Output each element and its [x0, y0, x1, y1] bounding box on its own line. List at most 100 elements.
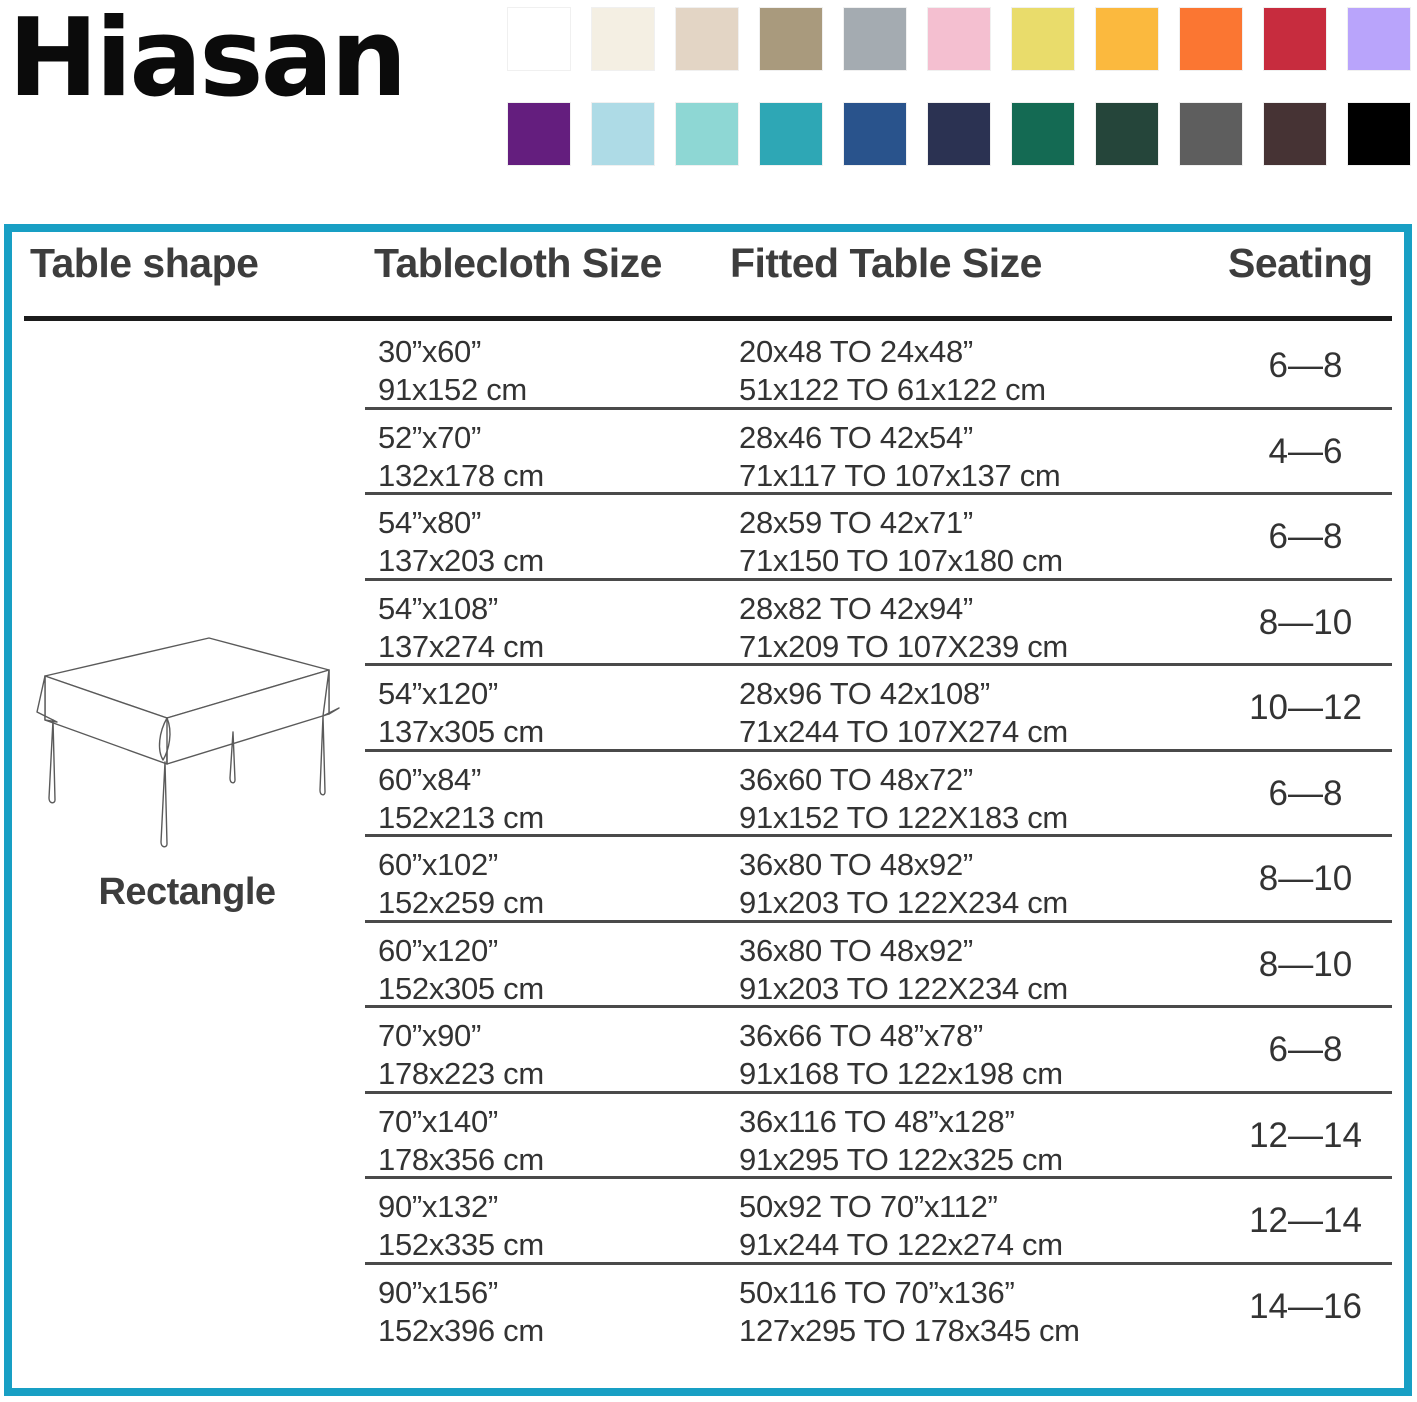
cell-fitted-table-size: 36x66 TO 48”x78” 91x168 TO 122x198 cm — [739, 1017, 1063, 1093]
tablecloth-size-cm: 178x223 cm — [378, 1056, 544, 1091]
fitted-size-inches: 36x66 TO 48”x78” — [739, 1018, 983, 1053]
table-shape-cell: Rectangle — [12, 632, 362, 914]
fitted-size-cm: 91x203 TO 122X234 cm — [739, 885, 1068, 920]
cell-tablecloth-size: 60”x102” 152x259 cm — [378, 846, 544, 922]
color-swatch-hunter-green[interactable] — [1096, 103, 1158, 165]
fitted-size-cm: 71x117 TO 107x137 cm — [739, 457, 1061, 493]
table-row: 60”x102” 152x259 cm 36x80 TO 48x92” 91x203 … — [12, 834, 1404, 920]
color-swatch-red[interactable] — [1264, 8, 1326, 70]
color-swatch-lavender[interactable] — [1348, 8, 1410, 70]
cell-fitted-table-size: 36x116 TO 48”x128” 91x295 TO 122x325 cm — [739, 1103, 1063, 1179]
cell-seating: 6—8 — [1268, 517, 1343, 556]
color-swatch-row-2 — [508, 103, 1414, 165]
table-row: 54”x80” 137x203 cm 28x59 TO 42x71” 71x150 T… — [12, 492, 1404, 578]
table-row: 54”x108” 137x274 cm 28x82 TO 42x94” 71x209 … — [12, 577, 1404, 666]
row-divider — [365, 1261, 1392, 1265]
color-swatch-white[interactable] — [508, 8, 570, 70]
cell-seating: 6—8 — [1268, 773, 1343, 813]
column-header-table-shape: Table shape — [30, 240, 259, 286]
cell-tablecloth-size: 52”x70” 132x178 cm — [378, 419, 544, 495]
cell-tablecloth-size: 60”x84” 152x213 cm — [378, 761, 544, 837]
fitted-size-cm: 127x295 TO 178x345 cm — [739, 1312, 1080, 1348]
color-swatch-gold[interactable] — [1096, 8, 1158, 70]
color-swatch-charcoal-gray[interactable] — [1180, 103, 1242, 165]
color-swatch-yellow[interactable] — [1012, 8, 1074, 70]
cell-fitted-table-size: 28x82 TO 42x94” 71x209 TO 107X239 cm — [739, 590, 1068, 666]
table-row: 60”x120” 152x305 cm 36x80 TO 48x92” 91x203 … — [12, 919, 1404, 1008]
cell-seating: 8—10 — [1258, 859, 1353, 898]
cell-fitted-table-size: 28x59 TO 42x71” 71x150 TO 107x180 cm — [739, 504, 1063, 580]
color-swatch-black[interactable] — [1348, 103, 1410, 165]
cell-seating: 12—14 — [1249, 1201, 1362, 1240]
color-swatch-ivory[interactable] — [592, 8, 654, 70]
tablecloth-size-inches: 60”x120” — [378, 932, 498, 968]
row-divider — [365, 492, 1392, 495]
fitted-size-cm: 71x209 TO 107X239 cm — [739, 628, 1068, 664]
color-swatch-light-blue[interactable] — [592, 103, 654, 165]
fitted-size-inches: 36x60 TO 48x72” — [739, 761, 973, 797]
color-swatch-beige[interactable] — [676, 8, 738, 70]
cell-seating: 8—10 — [1258, 602, 1353, 642]
cell-tablecloth-size: 90”x132” 152x335 cm — [378, 1188, 544, 1264]
table-row: 90”x132” 152x335 cm 50x92 TO 70”x112” 91x24… — [12, 1176, 1404, 1262]
color-swatch-gray[interactable] — [844, 8, 906, 70]
color-swatch-purple[interactable] — [508, 103, 570, 165]
color-swatch-taupe[interactable] — [760, 8, 822, 70]
tablecloth-size-inches: 90”x132” — [378, 1189, 498, 1224]
table-row: 60”x84” 152x213 cm 36x60 TO 48x72” 91x152 T… — [12, 748, 1404, 837]
row-divider — [365, 577, 1392, 581]
tablecloth-size-cm: 152x396 cm — [378, 1312, 544, 1348]
cell-fitted-table-size: 28x46 TO 42x54” 71x117 TO 107x137 cm — [739, 419, 1061, 495]
color-swatch-orange[interactable] — [1180, 8, 1242, 70]
cell-tablecloth-size: 30”x60” 91x152 cm — [378, 333, 527, 409]
color-swatch-pink[interactable] — [928, 8, 990, 70]
cell-seating: 4—6 — [1268, 431, 1343, 471]
row-divider — [365, 748, 1392, 752]
table-row: 70”x140” 178x356 cm 36x116 TO 48”x128” 91x2… — [12, 1090, 1404, 1179]
tablecloth-size-inches: 54”x120” — [378, 676, 498, 711]
color-swatch-emerald[interactable] — [1012, 103, 1074, 165]
tablecloth-size-cm: 152x305 cm — [378, 970, 544, 1006]
cell-tablecloth-size: 70”x90” 178x223 cm — [378, 1017, 544, 1093]
row-divider — [365, 406, 1392, 410]
tablecloth-size-cm: 152x259 cm — [378, 885, 544, 920]
fitted-size-inches: 36x116 TO 48”x128” — [739, 1103, 1015, 1139]
cell-fitted-table-size: 50x92 TO 70”x112” 91x244 TO 122x274 cm — [739, 1188, 1063, 1264]
table-row: 70”x90” 178x223 cm 36x66 TO 48”x78” 91x168 … — [12, 1005, 1404, 1091]
cell-fitted-table-size: 36x60 TO 48x72” 91x152 TO 122X183 cm — [739, 761, 1068, 837]
cell-seating: 6—8 — [1268, 1030, 1343, 1069]
cell-tablecloth-size: 54”x80” 137x203 cm — [378, 504, 544, 580]
color-swatch-teal[interactable] — [760, 103, 822, 165]
tablecloth-size-inches: 52”x70” — [378, 419, 482, 455]
fitted-size-inches: 28x96 TO 42x108” — [739, 676, 990, 711]
brand-logo: Hiasan — [8, 0, 407, 121]
column-header-seating: Seating — [1228, 240, 1373, 286]
fitted-size-cm: 91x152 TO 122X183 cm — [739, 799, 1068, 835]
color-swatch-aqua[interactable] — [676, 103, 738, 165]
cell-fitted-table-size: 36x80 TO 48x92” 91x203 TO 122X234 cm — [739, 846, 1068, 922]
color-swatch-dark-navy[interactable] — [928, 103, 990, 165]
row-divider — [365, 834, 1392, 837]
column-header-fitted-table-size: Fitted Table Size — [730, 240, 1042, 286]
color-swatch-row-1 — [508, 8, 1414, 70]
tablecloth-size-inches: 60”x102” — [378, 847, 498, 882]
cell-tablecloth-size: 54”x120” 137x305 cm — [378, 675, 544, 751]
cell-fitted-table-size: 20x48 TO 24x48” 51x122 TO 61x122 cm — [739, 333, 1046, 409]
cell-fitted-table-size: 50x116 TO 70”x136” 127x295 TO 178x345 cm — [739, 1274, 1080, 1350]
cell-tablecloth-size: 54”x108” 137x274 cm — [378, 590, 544, 666]
cell-seating: 8—10 — [1258, 944, 1353, 984]
tablecloth-size-cm: 152x213 cm — [378, 799, 544, 835]
table-body: 30”x60” 91x152 cm 20x48 TO 24x48” 51x122 TO… — [12, 321, 1404, 1350]
tablecloth-size-inches: 30”x60” — [378, 334, 482, 369]
tablecloth-size-inches: 90”x156” — [378, 1274, 498, 1310]
color-swatch-navy-blue[interactable] — [844, 103, 906, 165]
tablecloth-size-cm: 137x203 cm — [378, 543, 544, 578]
table-row: 54”x120” 137x305 cm 28x96 TO 42x108” 71x244… — [12, 663, 1404, 749]
color-swatch-dark-brown[interactable] — [1264, 103, 1326, 165]
fitted-size-inches: 50x116 TO 70”x136” — [739, 1274, 1015, 1310]
row-divider — [365, 1090, 1392, 1094]
tablecloth-size-inches: 54”x108” — [378, 590, 498, 626]
row-divider — [365, 1005, 1392, 1008]
cell-tablecloth-size: 60”x120” 152x305 cm — [378, 932, 544, 1008]
row-divider — [365, 919, 1392, 923]
